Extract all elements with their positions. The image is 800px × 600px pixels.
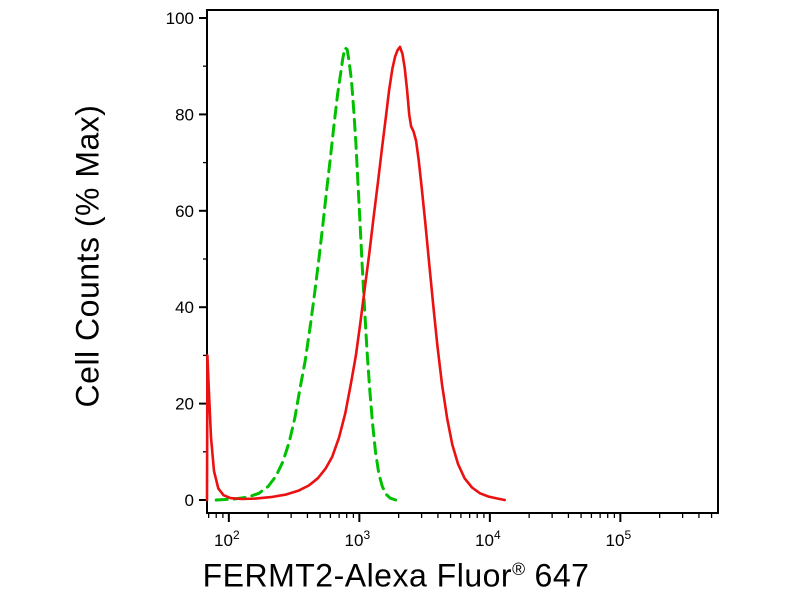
- registered-trademark-symbol: ®: [512, 558, 526, 579]
- svg-text:0: 0: [185, 491, 194, 510]
- svg-text:105: 105: [606, 528, 632, 550]
- svg-text:103: 103: [345, 528, 371, 550]
- x-axis-title-main: FERMT2-Alexa Fluor: [202, 557, 513, 594]
- svg-text:20: 20: [175, 395, 194, 414]
- x-axis-title-suffix: 647: [534, 557, 590, 594]
- svg-text:60: 60: [175, 202, 194, 221]
- svg-text:102: 102: [214, 528, 240, 550]
- x-axis-title: FERMT2-Alexa Fluor® 647: [203, 558, 590, 595]
- y-axis-title: Cell Counts (% Max): [69, 104, 106, 408]
- svg-text:80: 80: [175, 105, 194, 124]
- svg-text:40: 40: [175, 298, 194, 317]
- svg-text:104: 104: [475, 528, 501, 550]
- svg-text:100: 100: [166, 9, 194, 28]
